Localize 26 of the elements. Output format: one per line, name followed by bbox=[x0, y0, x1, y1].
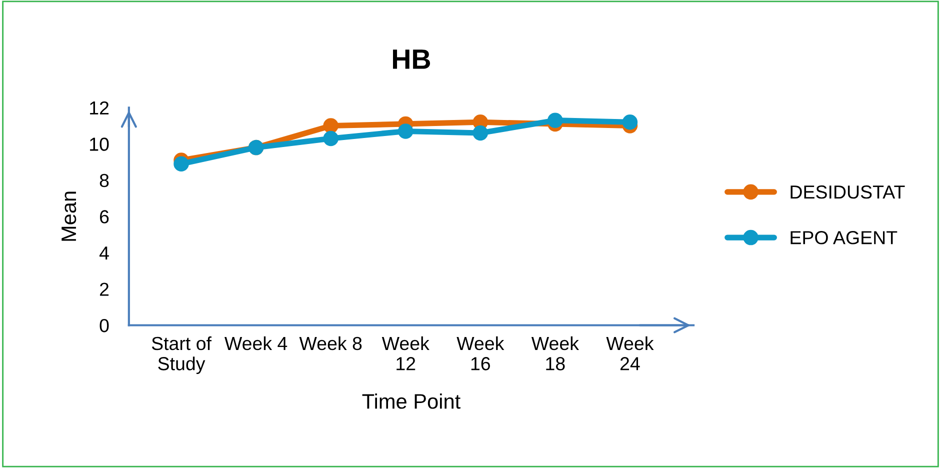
x-tick-label: Week 18 bbox=[531, 336, 579, 370]
y-tick-label: 6 bbox=[100, 210, 109, 224]
x-axis-title: Time Point bbox=[362, 393, 460, 409]
point bbox=[398, 124, 414, 139]
point bbox=[174, 156, 189, 172]
x-tick-label: Week 8 bbox=[299, 336, 362, 350]
y-axis-title: Mean bbox=[62, 192, 76, 241]
y-tick-label: 12 bbox=[90, 101, 109, 114]
x-tick-label: Start of Study bbox=[152, 336, 212, 374]
point bbox=[323, 130, 338, 146]
x-tick-label: Week 12 bbox=[382, 336, 430, 370]
y-tick-label: 0 bbox=[100, 318, 109, 332]
point bbox=[472, 125, 488, 141]
y-tick-label: 4 bbox=[99, 246, 109, 260]
legend-label: EPO AGENT bbox=[790, 231, 898, 244]
y-tick-label: 8 bbox=[100, 174, 109, 188]
y-tick-label: 10 bbox=[90, 138, 109, 151]
x-tick-label: Week 4 bbox=[224, 336, 288, 350]
point bbox=[548, 112, 563, 128]
legend-label: DESIDUSTAT bbox=[790, 185, 905, 199]
chart-title: HB bbox=[393, 50, 430, 69]
point bbox=[323, 118, 338, 134]
x-tick-label: Week 16 bbox=[456, 336, 504, 370]
x-tick-label: Week 24 bbox=[606, 336, 654, 370]
y-tick-label: 2 bbox=[100, 282, 109, 296]
point bbox=[622, 114, 638, 130]
